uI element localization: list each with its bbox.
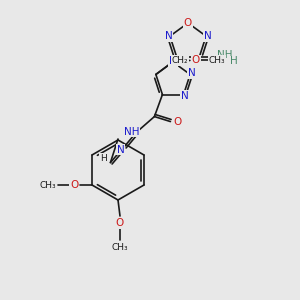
- Text: N: N: [116, 145, 124, 154]
- Text: N: N: [181, 91, 188, 100]
- Text: O: O: [173, 117, 181, 127]
- Text: N: N: [188, 68, 196, 78]
- Text: NH: NH: [218, 50, 233, 60]
- Text: N: N: [204, 31, 212, 41]
- Text: O: O: [70, 180, 78, 190]
- Text: NH: NH: [124, 127, 139, 136]
- Text: H: H: [100, 154, 107, 163]
- Text: CH₃: CH₃: [208, 56, 225, 65]
- Text: O: O: [116, 218, 124, 228]
- Text: CH₃: CH₃: [40, 181, 56, 190]
- Text: N: N: [165, 31, 172, 41]
- Text: CH₃: CH₃: [112, 244, 128, 253]
- Text: CH₂: CH₂: [172, 56, 188, 65]
- Text: N: N: [169, 56, 177, 66]
- Text: O: O: [184, 18, 192, 28]
- Text: H: H: [230, 56, 238, 66]
- Text: O: O: [192, 56, 200, 65]
